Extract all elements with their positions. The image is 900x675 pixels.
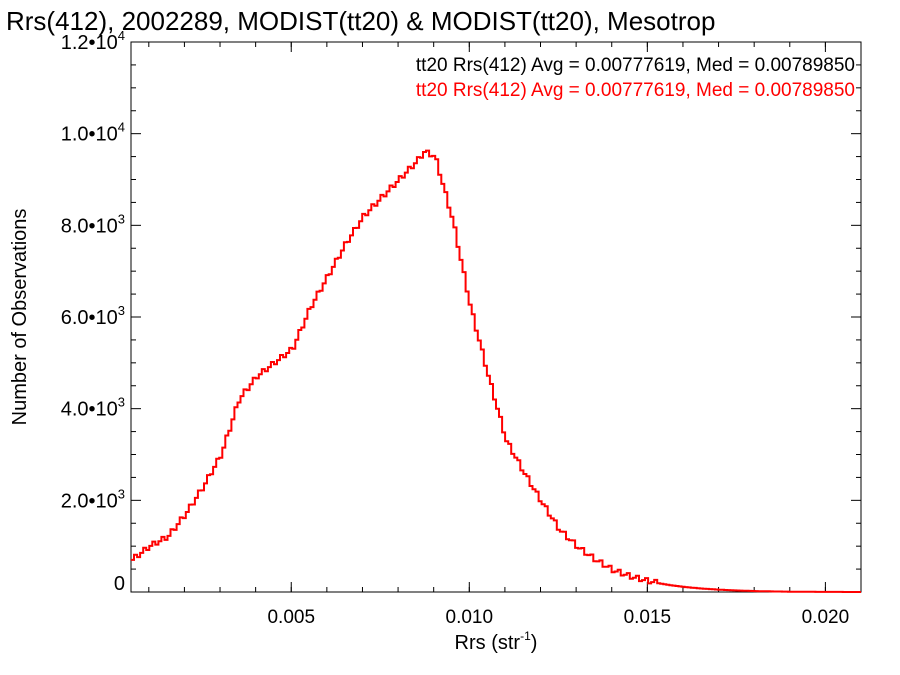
legend-entry-1: tt20 Rrs(412) Avg = 0.00777619, Med = 0.…	[416, 55, 855, 76]
y-tick-label: 4.0•103	[61, 395, 125, 421]
y-tick-label: 2.0•103	[61, 486, 125, 512]
y-tick-exponent: 4	[118, 28, 125, 43]
x-axis-label-close: )	[531, 632, 538, 654]
y-tick-mantissa: 1.0•10	[61, 124, 118, 146]
y-axis-label: Number of Observations	[9, 209, 31, 426]
y-tick-label: 6.0•103	[61, 303, 125, 329]
x-axis-label-superscript: -1	[520, 629, 531, 643]
y-tick-label: 1.0•104	[61, 120, 125, 146]
y-tick-mantissa: 4.0•10	[61, 399, 118, 421]
series-line-rrs412	[131, 149, 861, 593]
legend-entry-2: tt20 Rrs(412) Avg = 0.00777619, Med = 0.…	[416, 80, 855, 101]
y-tick-label: 8.0•103	[61, 211, 125, 237]
x-axis-ticks: 0.005 0.010 0.015 0.020	[148, 42, 862, 628]
y-tick-label: 0	[114, 573, 125, 595]
x-axis-label: Rrs (str-1)	[455, 629, 538, 654]
x-tick-label: 0.005	[267, 607, 315, 628]
y-tick-exponent: 3	[118, 211, 125, 226]
x-axis-label-text: Rrs (str	[455, 632, 521, 654]
y-tick-mantissa: 0	[114, 573, 125, 595]
y-tick-exponent: 3	[118, 395, 125, 410]
x-tick-label: 0.020	[802, 607, 850, 628]
y-tick-exponent: 3	[118, 486, 125, 501]
y-tick-exponent: 4	[118, 120, 125, 135]
y-tick-mantissa: 6.0•10	[61, 307, 118, 329]
x-tick-label: 0.015	[624, 607, 672, 628]
y-tick-mantissa: 2.0•10	[61, 490, 118, 512]
y-tick-mantissa: 8.0•10	[61, 215, 118, 237]
y-tick-label: 1.2•104	[61, 28, 125, 54]
plot-frame	[130, 41, 862, 593]
y-tick-exponent: 3	[118, 303, 125, 318]
x-tick-label: 0.010	[446, 607, 494, 628]
chart-title: Rrs(412), 2002289, MODIST(tt20) & MODIST…	[6, 6, 715, 36]
y-tick-mantissa: 1.2•10	[61, 32, 118, 54]
y-axis-ticks: 02.0•1034.0•1036.0•1038.0•1031.0•1041.2•…	[61, 28, 861, 595]
